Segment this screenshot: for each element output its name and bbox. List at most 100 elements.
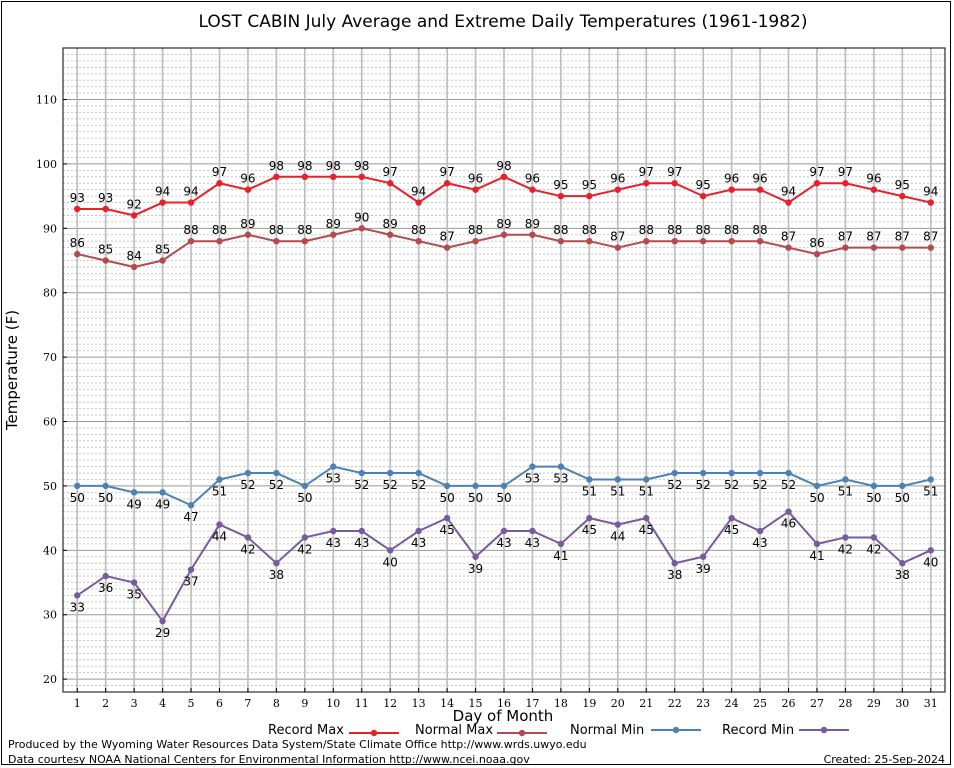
data-point-record-max <box>927 199 934 206</box>
legend-marker-record-min <box>820 726 828 734</box>
data-point-normal-min <box>899 482 906 490</box>
chart-title: LOST CABIN July Average and Extreme Dail… <box>199 12 808 32</box>
data-point-normal-min <box>415 469 422 477</box>
x-tick-label: 5 <box>188 697 195 710</box>
data-label-record-min: 44 <box>610 530 625 544</box>
data-label-record-min: 43 <box>496 536 511 550</box>
data-label-record-max: 97 <box>383 165 398 179</box>
data-point-record-max <box>102 205 109 213</box>
data-label-record-max: 95 <box>582 178 597 192</box>
y-tick-label: 20 <box>43 673 57 686</box>
data-point-normal-min <box>159 489 166 496</box>
data-point-record-min <box>870 534 878 541</box>
data-label-normal-min: 47 <box>183 510 198 524</box>
data-point-normal-min <box>699 469 707 477</box>
data-label-record-min: 38 <box>269 568 284 582</box>
data-label-normal-min: 52 <box>724 478 739 492</box>
data-point-record-max <box>756 186 764 193</box>
legend-label-record-min: Record Min <box>722 723 794 738</box>
data-point-normal-max <box>699 238 707 245</box>
data-point-normal-max <box>785 244 792 251</box>
data-point-normal-max <box>870 244 878 251</box>
data-label-record-min: 46 <box>781 517 796 531</box>
x-tick-label: 10 <box>326 697 340 710</box>
data-label-normal-max: 87 <box>610 230 625 244</box>
data-label-record-min: 42 <box>838 542 853 556</box>
data-label-record-min: 35 <box>126 588 141 602</box>
data-point-normal-min <box>358 469 365 477</box>
data-label-normal-min: 49 <box>155 497 170 511</box>
data-point-normal-max <box>130 263 138 271</box>
data-point-record-max <box>301 173 309 180</box>
data-point-record-max <box>74 205 81 213</box>
data-label-record-max: 98 <box>269 159 284 173</box>
data-point-record-max <box>557 192 565 200</box>
data-label-normal-min: 52 <box>354 478 369 492</box>
data-label-normal-min: 52 <box>752 478 767 492</box>
data-point-record-min <box>358 527 365 535</box>
legend-marker-record-max <box>370 729 378 737</box>
data-label-normal-max: 88 <box>212 223 227 237</box>
data-label-record-max: 94 <box>781 185 796 199</box>
x-tick-label: 29 <box>867 697 881 710</box>
data-point-normal-max <box>244 231 252 238</box>
data-label-normal-max: 88 <box>582 223 597 237</box>
data-label-record-min: 39 <box>696 562 711 576</box>
data-label-normal-min: 53 <box>553 472 568 486</box>
data-point-normal-min <box>756 469 764 477</box>
x-tick-label: 14 <box>440 697 454 710</box>
data-point-record-min <box>216 521 223 528</box>
data-point-record-max <box>586 192 593 200</box>
data-label-normal-max: 89 <box>383 217 398 231</box>
data-point-normal-min <box>927 476 934 483</box>
data-label-normal-min: 53 <box>525 472 540 486</box>
data-label-normal-max: 87 <box>439 230 454 244</box>
data-point-record-min <box>899 560 906 567</box>
y-tick-label: 50 <box>43 480 57 493</box>
data-point-record-min <box>500 527 508 535</box>
data-label-record-min: 40 <box>383 555 398 569</box>
data-point-record-max <box>330 173 337 180</box>
data-point-record-max <box>785 199 792 206</box>
data-label-record-min: 38 <box>667 568 682 582</box>
data-point-normal-min <box>870 482 878 490</box>
data-label-normal-max: 88 <box>269 223 284 237</box>
data-point-record-min <box>386 547 394 554</box>
data-point-normal-min <box>301 482 309 490</box>
data-point-record-min <box>187 566 195 573</box>
data-point-record-max <box>614 186 622 193</box>
data-point-normal-max <box>899 244 906 251</box>
data-label-normal-max: 85 <box>98 243 113 257</box>
data-point-normal-min <box>74 482 81 490</box>
grid <box>63 47 945 693</box>
data-point-normal-min <box>187 502 195 509</box>
data-point-normal-min <box>557 463 565 470</box>
x-tick-label: 6 <box>216 697 223 710</box>
data-label-record-min: 41 <box>553 549 568 563</box>
data-label-normal-min: 50 <box>98 491 113 505</box>
x-tick-label: 28 <box>838 697 852 710</box>
x-tick-label: 18 <box>554 697 568 710</box>
data-point-record-max <box>671 180 678 187</box>
data-point-normal-max <box>273 238 280 245</box>
data-point-record-max <box>472 186 479 193</box>
footer-data-courtesy: Data courtesy NOAA National Centers for … <box>8 753 530 766</box>
data-point-record-max <box>500 173 508 180</box>
data-point-normal-max <box>443 244 451 251</box>
data-label-record-max: 92 <box>126 197 141 211</box>
legend-marker-normal-max <box>518 729 526 737</box>
data-label-normal-max: 88 <box>183 223 198 237</box>
data-label-normal-max: 88 <box>752 223 767 237</box>
x-tick-label: 4 <box>159 697 166 710</box>
data-label-record-max: 98 <box>297 159 312 173</box>
data-point-record-min <box>415 527 422 535</box>
data-point-normal-min <box>102 482 109 490</box>
y-tick-label: 100 <box>36 158 57 171</box>
data-label-record-max: 96 <box>240 172 255 186</box>
data-label-record-max: 94 <box>155 185 170 199</box>
data-label-normal-max: 89 <box>326 217 341 231</box>
data-point-normal-min <box>586 476 593 483</box>
data-point-normal-max <box>756 238 764 245</box>
data-label-normal-max: 88 <box>297 223 312 237</box>
